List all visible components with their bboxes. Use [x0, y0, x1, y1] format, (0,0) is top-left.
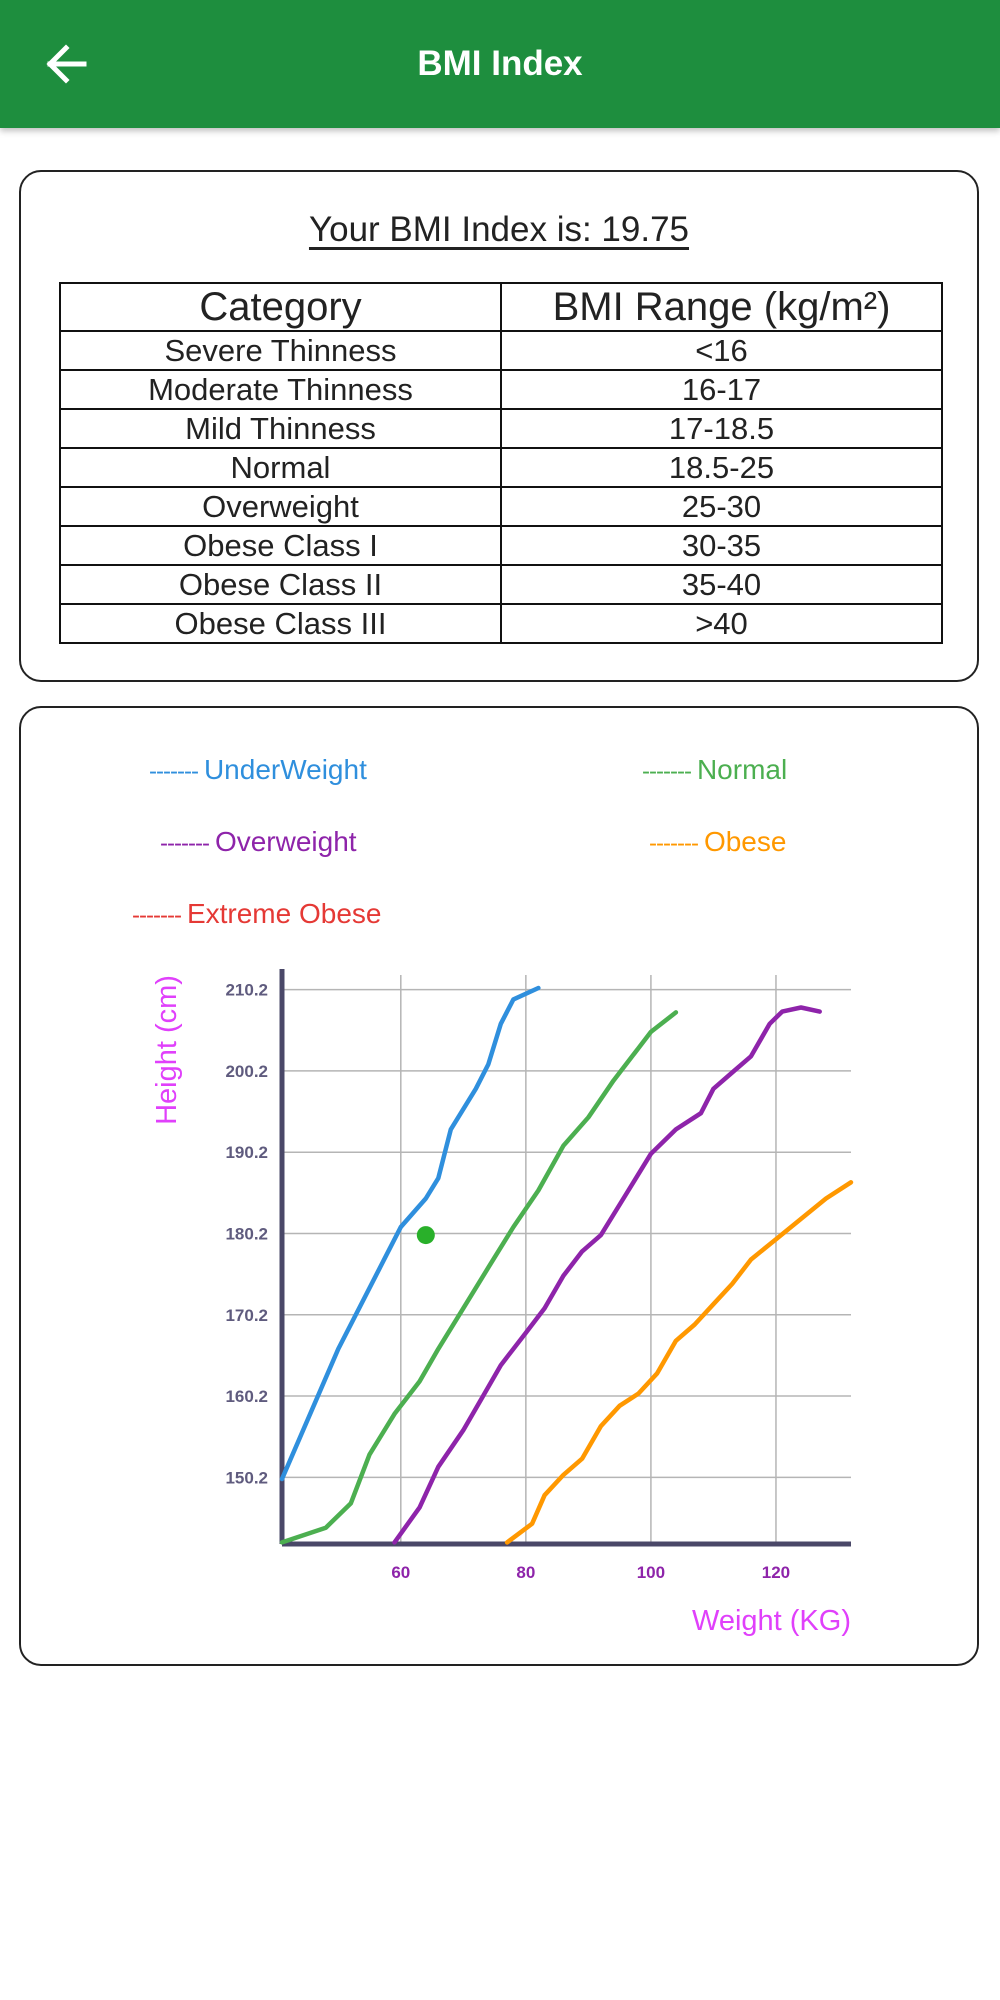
bmi-result-card: Your BMI Index is: 19.75 Category BMI Ra…	[19, 170, 979, 682]
legend-label: Normal	[696, 754, 788, 785]
category-cell: Obese Class I	[59, 525, 502, 566]
table-row: Obese Class I 30-35	[59, 525, 943, 566]
y-tick-label: 180.2	[225, 1224, 268, 1243]
table-row: Severe Thinness <16	[59, 330, 943, 371]
category-cell: Obese Class III	[59, 603, 502, 644]
category-cell: Overweight	[59, 486, 502, 527]
y-axis-label: Height (cm)	[151, 975, 183, 1125]
legend-dash: -------	[649, 830, 699, 857]
legend-item-overweight: ------- Overweight	[160, 826, 357, 858]
column-header-category: Category	[59, 282, 502, 332]
range-cell: 25-30	[500, 486, 943, 527]
legend-item-obese: ------- Obese	[649, 826, 786, 858]
category-cell: Severe Thinness	[59, 330, 502, 371]
legend-dash: -------	[132, 902, 182, 929]
x-tick-label: 60	[391, 1563, 410, 1582]
series-line-underweight	[279, 985, 541, 1482]
y-tick-label: 160.2	[225, 1387, 268, 1406]
range-cell: >40	[500, 603, 943, 644]
category-cell: Obese Class II	[59, 564, 502, 605]
range-cell: 30-35	[500, 525, 943, 566]
legend-label: Extreme Obese	[186, 898, 382, 929]
table-header-row: Category BMI Range (kg/m²)	[59, 282, 943, 332]
back-button[interactable]	[30, 30, 102, 98]
bmi-chart-card: ------- UnderWeight ------- Normal -------…	[19, 706, 979, 1666]
table-row: Obese Class II 35-40	[59, 564, 943, 605]
arrow-left-icon	[46, 44, 87, 84]
table-row: Mild Thinness 17-18.5	[59, 408, 943, 449]
legend-dash: -------	[642, 758, 692, 785]
range-cell: 17-18.5	[500, 408, 943, 449]
column-header-range: BMI Range (kg/m²)	[500, 282, 943, 332]
range-cell: 18.5-25	[500, 447, 943, 488]
category-cell: Moderate Thinness	[59, 369, 502, 410]
x-tick-label: 80	[516, 1563, 535, 1582]
range-cell: 16-17	[500, 369, 943, 410]
series-line-normal	[279, 1010, 679, 1545]
legend-label: UnderWeight	[203, 754, 367, 785]
legend-dash: -------	[149, 758, 199, 785]
y-tick-label: 210.2	[225, 981, 268, 1000]
series-line-obese	[504, 1180, 854, 1545]
x-tick-label: 100	[637, 1563, 665, 1582]
legend-item-extreme-obese: ------- Extreme Obese	[132, 898, 381, 930]
y-tick-label: 170.2	[225, 1306, 268, 1325]
y-tick-label: 150.2	[225, 1468, 268, 1487]
app-bar: BMI Index	[0, 0, 1000, 128]
page-title: BMI Index	[417, 44, 583, 83]
series-line-overweight	[392, 1005, 822, 1545]
bmi-category-table: Category BMI Range (kg/m²) Severe Thinne…	[59, 282, 943, 644]
y-tick-label: 190.2	[225, 1143, 268, 1162]
range-cell: <16	[500, 330, 943, 371]
table-row: Obese Class III >40	[59, 603, 943, 644]
category-cell: Mild Thinness	[59, 408, 502, 449]
x-tick-label: 120	[762, 1563, 790, 1582]
legend-label: Overweight	[214, 826, 357, 857]
y-tick-label: 200.2	[225, 1062, 268, 1081]
user-bmi-marker	[416, 1226, 435, 1245]
legend-item-normal: ------- Normal	[642, 754, 787, 786]
category-cell: Normal	[59, 447, 502, 488]
table-row: Moderate Thinness 16-17	[59, 369, 943, 410]
bmi-result-title: Your BMI Index is: 19.75	[308, 210, 690, 249]
table-row: Overweight 25-30	[59, 486, 943, 527]
table-row: Normal 18.5-25	[59, 447, 943, 488]
legend-label: Obese	[703, 826, 787, 857]
x-axis-label: Weight (KG)	[692, 1605, 851, 1637]
legend-item-underweight: ------- UnderWeight	[149, 754, 367, 786]
range-cell: 35-40	[500, 564, 943, 605]
legend-dash: -------	[160, 830, 210, 857]
